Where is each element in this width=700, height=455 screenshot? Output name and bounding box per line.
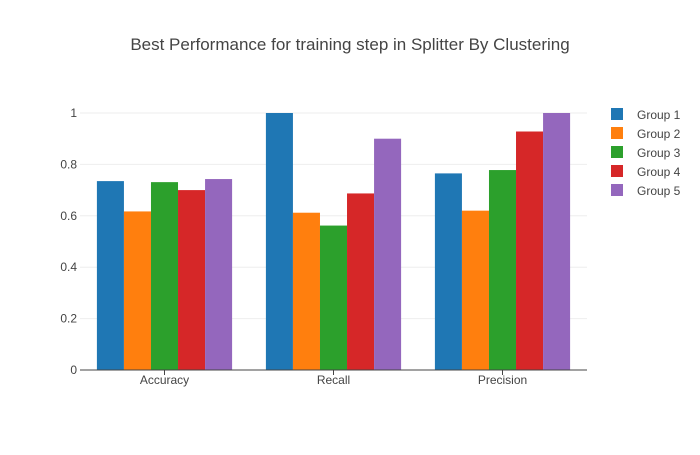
legend-item-group-5[interactable]: Group 5 [611, 184, 681, 198]
legend-swatch [611, 127, 623, 139]
legend-label: Group 3 [637, 146, 681, 160]
bar-group-4-accuracy[interactable] [178, 190, 206, 370]
legend-swatch [611, 108, 623, 120]
legend-item-group-2[interactable]: Group 2 [611, 127, 681, 141]
bar-group-5-precision[interactable] [543, 113, 571, 370]
bar-group-2-precision[interactable] [461, 210, 489, 370]
legend-label: Group 5 [637, 184, 681, 198]
y-tick-label: 0.6 [60, 209, 77, 223]
y-tick-label: 1 [70, 106, 77, 120]
bar-group-3-recall[interactable] [319, 225, 348, 370]
axes: 0 0.2 0.4 0.6 0.8 1 Accuracy Recall Precision [60, 106, 587, 387]
legend-swatch [611, 165, 623, 177]
bar-group-3-precision[interactable] [488, 170, 517, 370]
legend-item-group-4[interactable]: Group 4 [611, 165, 681, 179]
legend-swatch [611, 146, 623, 158]
bar-group-2-accuracy[interactable] [123, 211, 151, 370]
y-tick-label: 0 [70, 363, 77, 377]
legend-item-group-3[interactable]: Group 3 [611, 146, 681, 160]
bar-group-5-recall[interactable] [374, 138, 402, 370]
x-tick-label: Precision [478, 373, 527, 387]
legend-label: Group 4 [637, 165, 681, 179]
bar-group-3-accuracy[interactable] [150, 182, 179, 370]
bar-group-1-recall[interactable] [265, 113, 293, 370]
y-tick-label: 0.8 [60, 157, 77, 171]
legend-item-group-1[interactable]: Group 1 [611, 108, 681, 122]
y-tick-label: 0.4 [60, 260, 77, 274]
bars [96, 113, 571, 370]
legend-label: Group 1 [637, 108, 681, 122]
bar-group-4-recall[interactable] [347, 193, 375, 370]
bar-group-1-accuracy[interactable] [96, 181, 124, 370]
bar-group-2-recall[interactable] [292, 212, 320, 370]
legend[interactable]: Group 1 Group 2 Group 3 Group 4 Group 5 [611, 108, 681, 198]
legend-label: Group 2 [637, 127, 681, 141]
bar-group-4-precision[interactable] [516, 131, 544, 370]
chart-title: Best Performance for training step in Sp… [130, 35, 569, 54]
y-tick-label: 0.2 [60, 312, 77, 326]
bar-group-1-precision[interactable] [434, 173, 462, 370]
legend-swatch [611, 184, 623, 196]
x-tick-label: Accuracy [140, 373, 189, 387]
x-tick-label: Recall [317, 373, 350, 387]
bar-group-5-accuracy[interactable] [205, 179, 233, 370]
